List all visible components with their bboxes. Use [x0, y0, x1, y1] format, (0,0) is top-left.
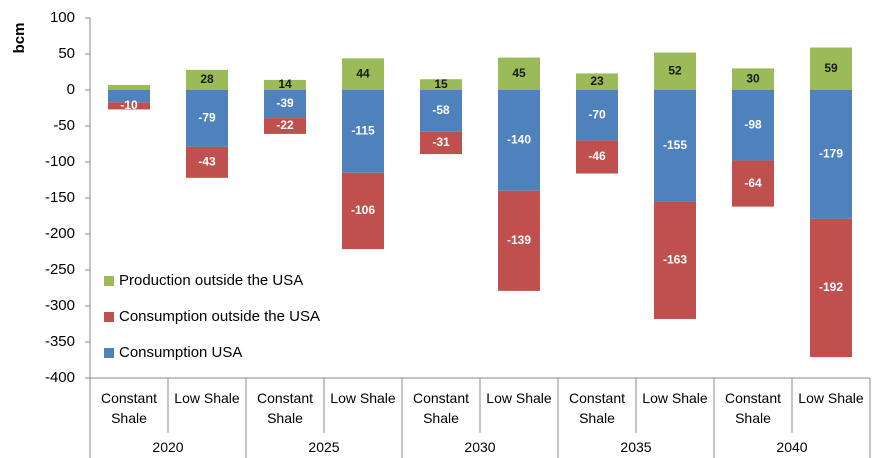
- bar: [342, 58, 384, 90]
- x-tick-label: Low Shale: [330, 390, 396, 406]
- bar: [810, 90, 852, 219]
- value-label: 23: [590, 74, 604, 88]
- value-label: -155: [663, 138, 687, 152]
- legend-label: Production outside the USA: [119, 272, 303, 289]
- x-group-label: 2040: [776, 439, 808, 455]
- x-group-label: 2020: [152, 439, 184, 455]
- bar: [420, 131, 462, 155]
- y-tick-label: -200: [45, 225, 75, 242]
- bar: [810, 47, 852, 90]
- bar: [342, 172, 384, 250]
- legend-swatch: [104, 312, 114, 322]
- value-label: -10: [120, 98, 138, 112]
- bar: [108, 102, 150, 110]
- bar: [654, 90, 696, 202]
- x-group-label: 2025: [308, 439, 340, 455]
- bar: [654, 52, 696, 90]
- x-tick-label: Low Shale: [642, 390, 708, 406]
- y-tick-label: 100: [50, 9, 75, 26]
- bar: [186, 69, 228, 90]
- bar: [186, 90, 228, 147]
- value-label: -46: [588, 149, 606, 163]
- value-label: -140: [507, 133, 531, 147]
- x-tick-label: Low Shale: [174, 390, 240, 406]
- bar: [342, 90, 384, 173]
- x-group-label: 2035: [620, 439, 652, 455]
- legend-swatch: [104, 276, 114, 286]
- value-label: -70: [588, 107, 606, 121]
- value-label: 44: [356, 66, 370, 80]
- value-label: -139: [507, 233, 531, 247]
- bar: [732, 90, 774, 161]
- x-tick-label: Low Shale: [486, 390, 552, 406]
- bar: [654, 201, 696, 319]
- value-label: 52: [668, 63, 682, 77]
- x-tick-label: Constant Shale: [412, 390, 470, 426]
- value-label: -58: [432, 103, 450, 117]
- value-label: 30: [746, 71, 760, 85]
- value-label: 28: [200, 72, 214, 86]
- x-tick-label: Constant Shale: [568, 390, 626, 426]
- value-label: -31: [432, 135, 450, 149]
- value-label: -98: [744, 117, 762, 131]
- y-tick-label: -100: [45, 153, 75, 170]
- bar: [498, 90, 540, 191]
- value-label: -192: [819, 280, 843, 294]
- x-tick-label: Constant Shale: [256, 390, 314, 426]
- bar: [732, 160, 774, 207]
- bar: [108, 84, 150, 90]
- value-label: 15: [434, 77, 448, 91]
- value-label: -39: [276, 96, 294, 110]
- bar: [186, 146, 228, 178]
- value-label: -22: [276, 118, 294, 132]
- value-label: -179: [819, 147, 843, 161]
- bar: [732, 68, 774, 90]
- bar: [576, 73, 618, 90]
- legend-box: [97, 262, 349, 372]
- value-label: -43: [198, 155, 216, 169]
- y-tick-label: -50: [53, 117, 75, 134]
- y-axis-label: bcm: [11, 23, 28, 54]
- value-label: -163: [663, 252, 687, 266]
- value-label: 59: [824, 61, 838, 75]
- bar: [264, 118, 306, 134]
- bar: [498, 57, 540, 90]
- bar: [810, 218, 852, 358]
- legend-label: Consumption USA: [119, 344, 242, 361]
- bar: [420, 90, 462, 132]
- x-group-label: 2030: [464, 439, 496, 455]
- value-label: 14: [278, 77, 292, 91]
- value-label: -115: [351, 124, 375, 138]
- bar: [420, 79, 462, 90]
- y-tick-label: -350: [45, 333, 75, 350]
- y-tick-label: 50: [58, 45, 75, 62]
- value-label: -106: [351, 203, 375, 217]
- bar: [108, 90, 150, 103]
- bar: [264, 90, 306, 119]
- x-tick-label: Constant Shale: [100, 390, 158, 426]
- legend-label: Consumption outside the USA: [119, 308, 320, 325]
- y-tick-label: -250: [45, 261, 75, 278]
- value-label: -64: [744, 176, 762, 190]
- y-tick-label: 0: [67, 81, 75, 98]
- y-tick-label: -400: [45, 369, 75, 386]
- bar: [576, 140, 618, 174]
- bar: [576, 90, 618, 141]
- bar: [264, 79, 306, 90]
- legend-swatch: [104, 348, 114, 358]
- bar: [498, 190, 540, 291]
- x-tick-label: Constant Shale: [724, 390, 782, 426]
- y-tick-label: -150: [45, 189, 75, 206]
- y-tick-label: -300: [45, 297, 75, 314]
- x-tick-label: Low Shale: [798, 390, 864, 406]
- value-label: 45: [512, 66, 526, 80]
- value-label: -79: [198, 111, 216, 125]
